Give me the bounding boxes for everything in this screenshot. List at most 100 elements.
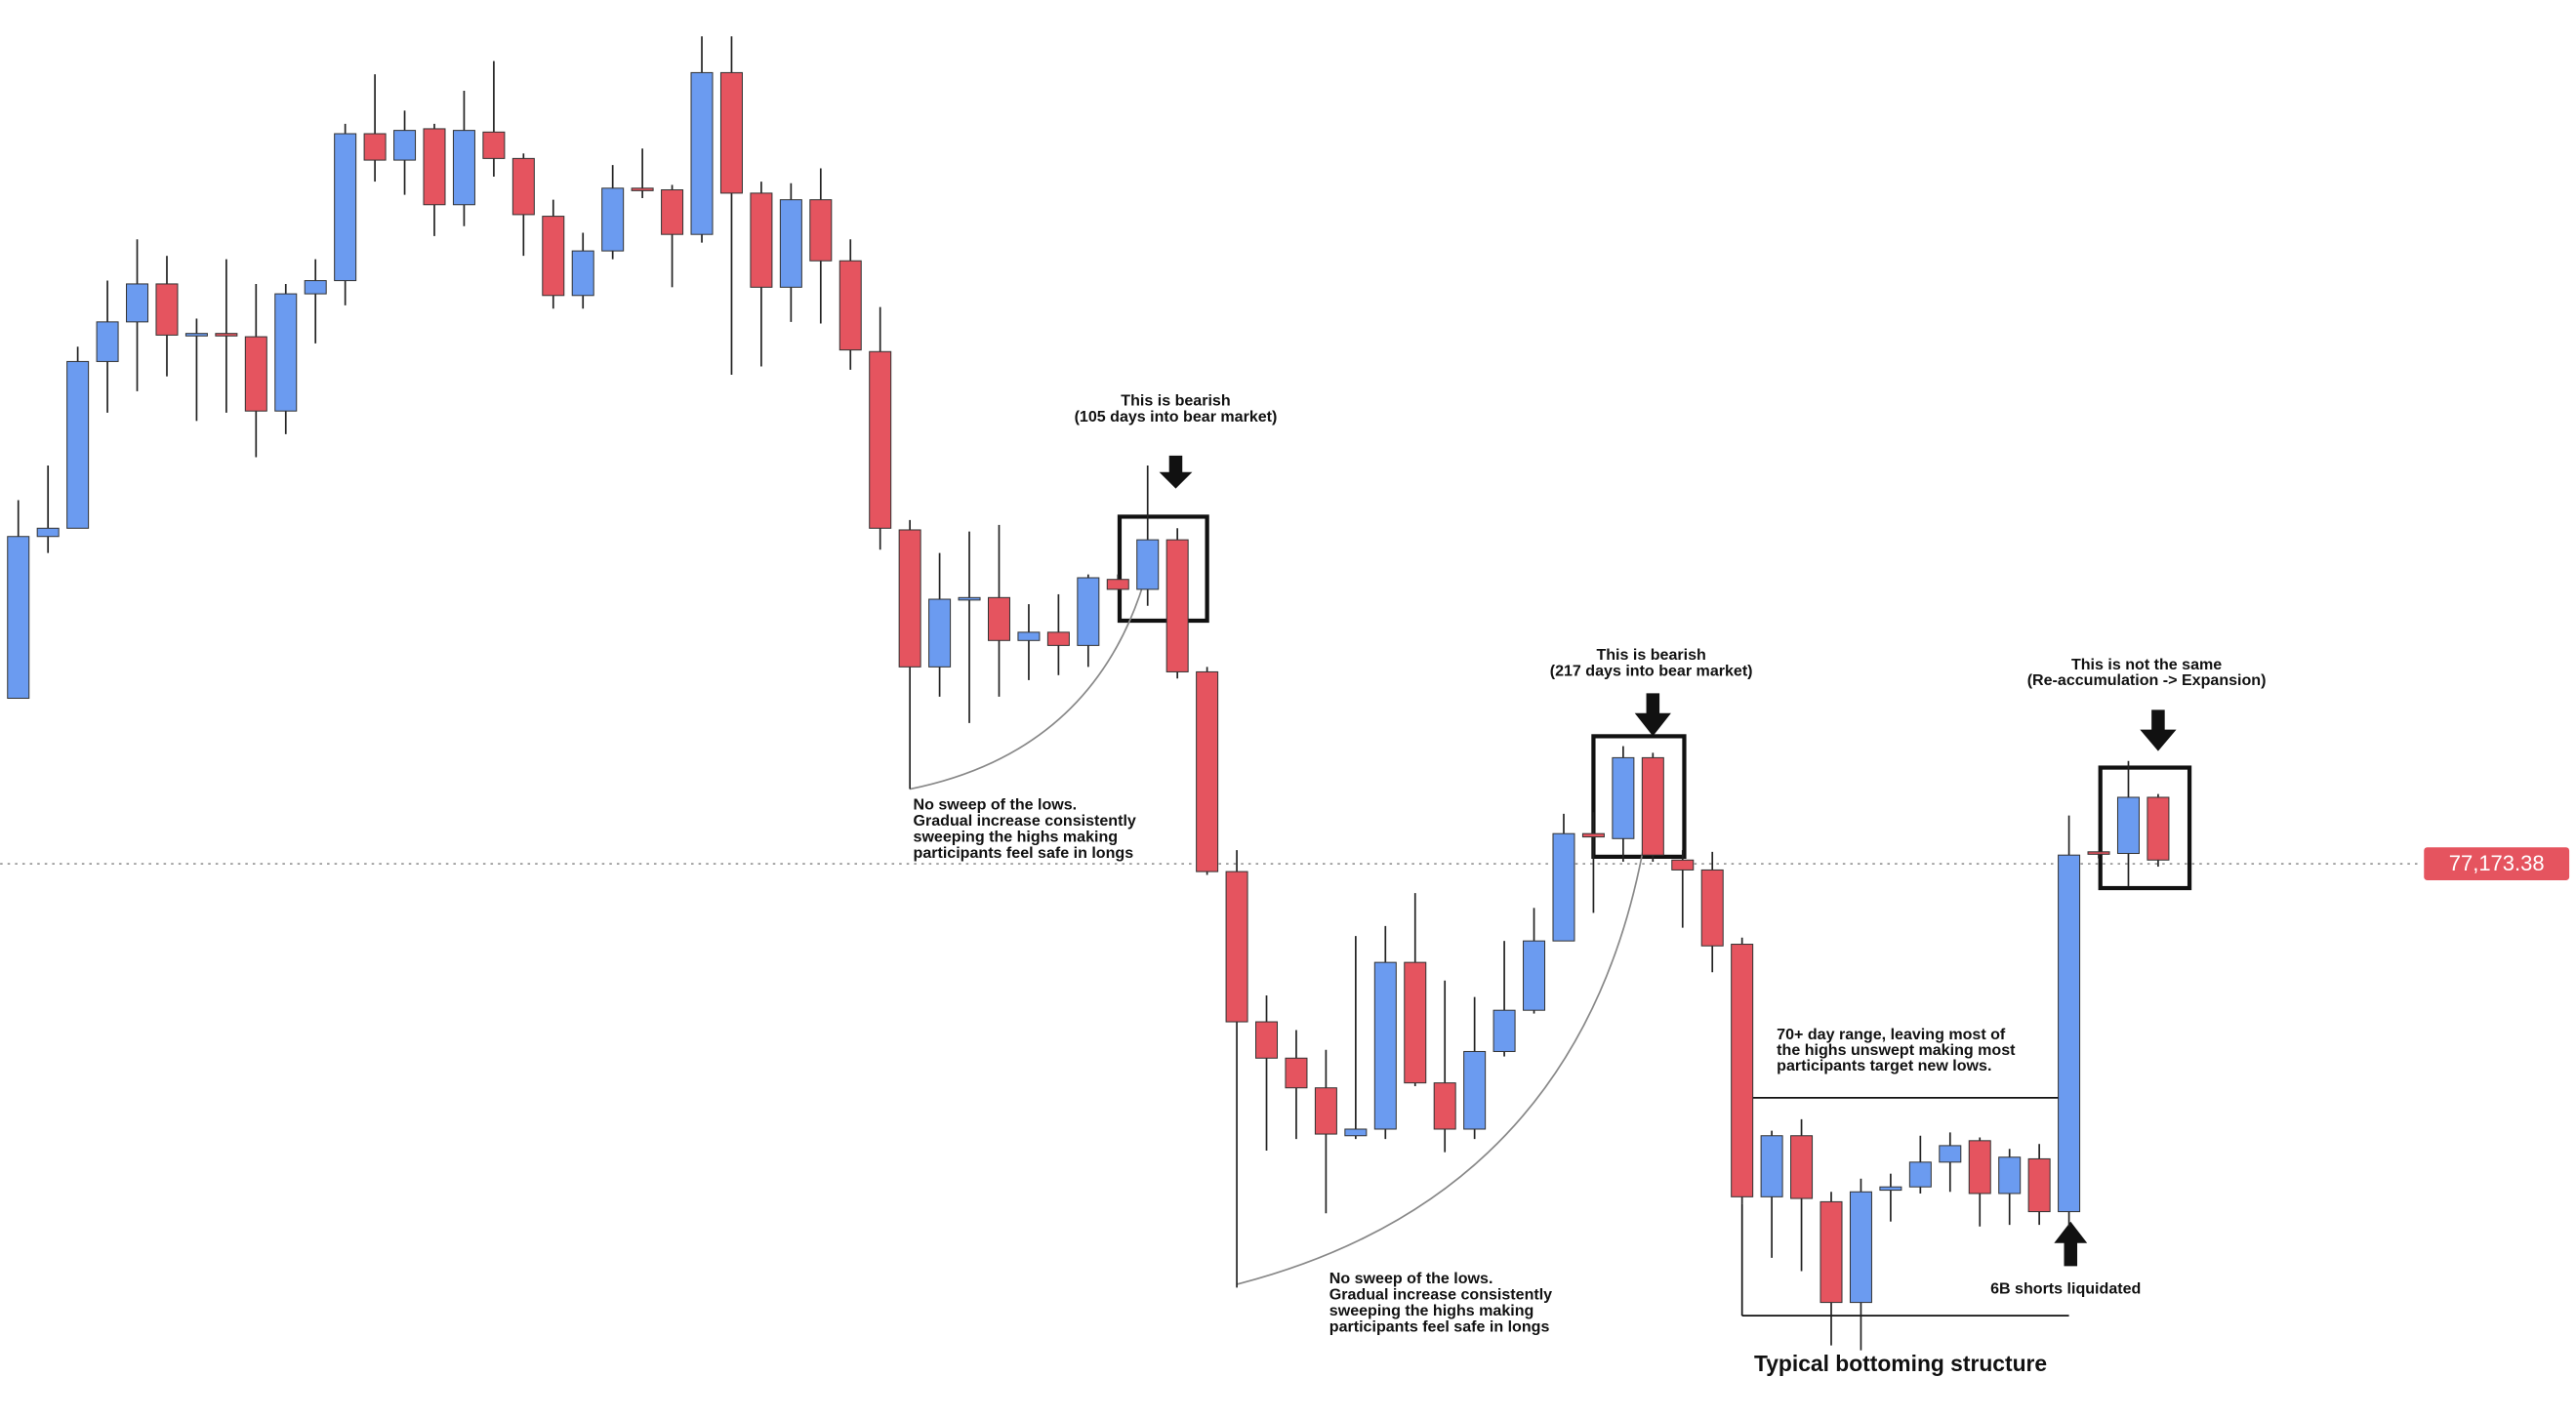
- candle-body: [958, 596, 981, 601]
- candle-body: [779, 199, 802, 288]
- price-label-bg: [2424, 847, 2570, 881]
- candle-body: [304, 280, 327, 295]
- candle-body: [1581, 832, 1605, 838]
- candle-body: [1463, 1050, 1487, 1130]
- sweep-curve: [909, 569, 1149, 790]
- candle-body: [2027, 1157, 2051, 1213]
- annotation-text: This is bearish: [1596, 646, 1705, 664]
- candle-body: [36, 527, 60, 538]
- candle-body: [1285, 1057, 1308, 1089]
- candle-body: [1700, 869, 1724, 947]
- candle-body: [126, 283, 149, 323]
- annotation-text: Typical bottoming structure: [1754, 1351, 2047, 1376]
- annotation-text: Gradual increase consistently: [914, 812, 1136, 830]
- candle-body: [1731, 944, 1754, 1197]
- annotation-text: (Re-accumulation -> Expansion): [2027, 671, 2267, 689]
- price-label: 77,173.38: [2449, 851, 2545, 875]
- candle-body: [809, 199, 833, 262]
- candle-body: [1165, 539, 1189, 672]
- candle-body: [215, 333, 238, 337]
- candle-body: [1077, 577, 1100, 646]
- annotation-text: (105 days into bear market): [1075, 408, 1278, 425]
- candle-body: [1433, 1082, 1456, 1130]
- candle-body: [690, 71, 714, 235]
- highlight-box: [1117, 514, 1209, 624]
- candle-body: [1255, 1021, 1279, 1059]
- candle-body: [1641, 756, 1664, 856]
- candle-body: [393, 130, 417, 161]
- annotation-text: No sweep of the lows.: [1329, 1270, 1493, 1287]
- candle-body: [184, 333, 208, 337]
- candle-body: [1373, 961, 1397, 1130]
- annotation-text: participants target new lows.: [1777, 1057, 1991, 1074]
- candle-body: [1849, 1191, 1872, 1304]
- candle-body: [511, 157, 535, 216]
- candle-body: [1106, 579, 1129, 590]
- candle-body: [244, 336, 267, 412]
- candle-body: [601, 187, 625, 252]
- annotation-text: the highs unswept making most: [1777, 1041, 2016, 1059]
- candle-body: [1492, 1009, 1516, 1052]
- candle-body: [928, 598, 952, 668]
- annotation-text: participants feel safe in longs: [914, 844, 1134, 862]
- candle-body: [274, 293, 298, 412]
- candle-body: [2116, 796, 2140, 855]
- candle-body: [1879, 1186, 1902, 1192]
- candle-body: [1760, 1135, 1783, 1197]
- candle-body: [2087, 851, 2110, 855]
- candle-body: [482, 131, 506, 159]
- arrow-down: [2140, 709, 2177, 751]
- candle-body: [423, 128, 446, 206]
- candle-body: [363, 133, 387, 161]
- candle-body: [631, 187, 654, 191]
- candle-body: [1344, 1128, 1368, 1137]
- candle-body: [155, 283, 179, 336]
- candle-body: [1196, 670, 1219, 872]
- annotation-text: sweeping the highs making: [914, 829, 1119, 846]
- candle-body: [1314, 1087, 1337, 1135]
- arrow-down: [1159, 455, 1193, 489]
- candle-body: [96, 321, 119, 362]
- candle-body: [869, 350, 892, 529]
- annotation-text: This is bearish: [1121, 391, 1230, 409]
- candle-body: [1968, 1140, 1991, 1195]
- sweep-curve: [1236, 849, 1645, 1285]
- candle-body: [1552, 832, 1575, 942]
- candle-body: [542, 216, 565, 297]
- annotation-text: This is not the same: [2071, 656, 2222, 673]
- highlight-box: [2098, 765, 2192, 891]
- annotation-text: Gradual increase consistently: [1329, 1286, 1552, 1304]
- candle-body: [661, 189, 684, 235]
- candle-body: [1820, 1200, 1843, 1304]
- candle-body: [2147, 796, 2170, 861]
- candle-body: [1998, 1156, 2022, 1195]
- highlight-box: [1591, 734, 1687, 860]
- candle-body: [1017, 631, 1041, 641]
- candle-body: [987, 596, 1010, 641]
- candle-body: [1225, 871, 1248, 1023]
- candle-body: [7, 536, 30, 700]
- candle-body: [1790, 1135, 1814, 1199]
- annotation-text: participants feel safe in longs: [1329, 1317, 1550, 1335]
- candle-body: [1612, 756, 1635, 839]
- candle-body: [1908, 1161, 1932, 1188]
- annotation-text: (217 days into bear market): [1550, 663, 1753, 680]
- candle-body: [838, 260, 862, 351]
- candle-body: [750, 192, 773, 288]
- candle-body: [1939, 1145, 1962, 1163]
- candle-body: [2058, 854, 2081, 1213]
- candle-body: [1523, 940, 1546, 1011]
- candle-body: [1136, 539, 1160, 590]
- arrow-down: [1634, 693, 1671, 737]
- annotation-text: 6B shorts liquidated: [1990, 1279, 2141, 1297]
- annotation-text: 70+ day range, leaving most of: [1777, 1026, 2006, 1043]
- candle-body: [1671, 859, 1695, 871]
- annotation-text: No sweep of the lows.: [914, 796, 1078, 814]
- candle-body: [66, 360, 90, 529]
- candle-body: [1404, 961, 1427, 1084]
- candle-body: [452, 130, 475, 206]
- candle-body: [571, 250, 594, 297]
- annotation-shapes: [909, 455, 2192, 1317]
- arrow-up: [2054, 1221, 2088, 1267]
